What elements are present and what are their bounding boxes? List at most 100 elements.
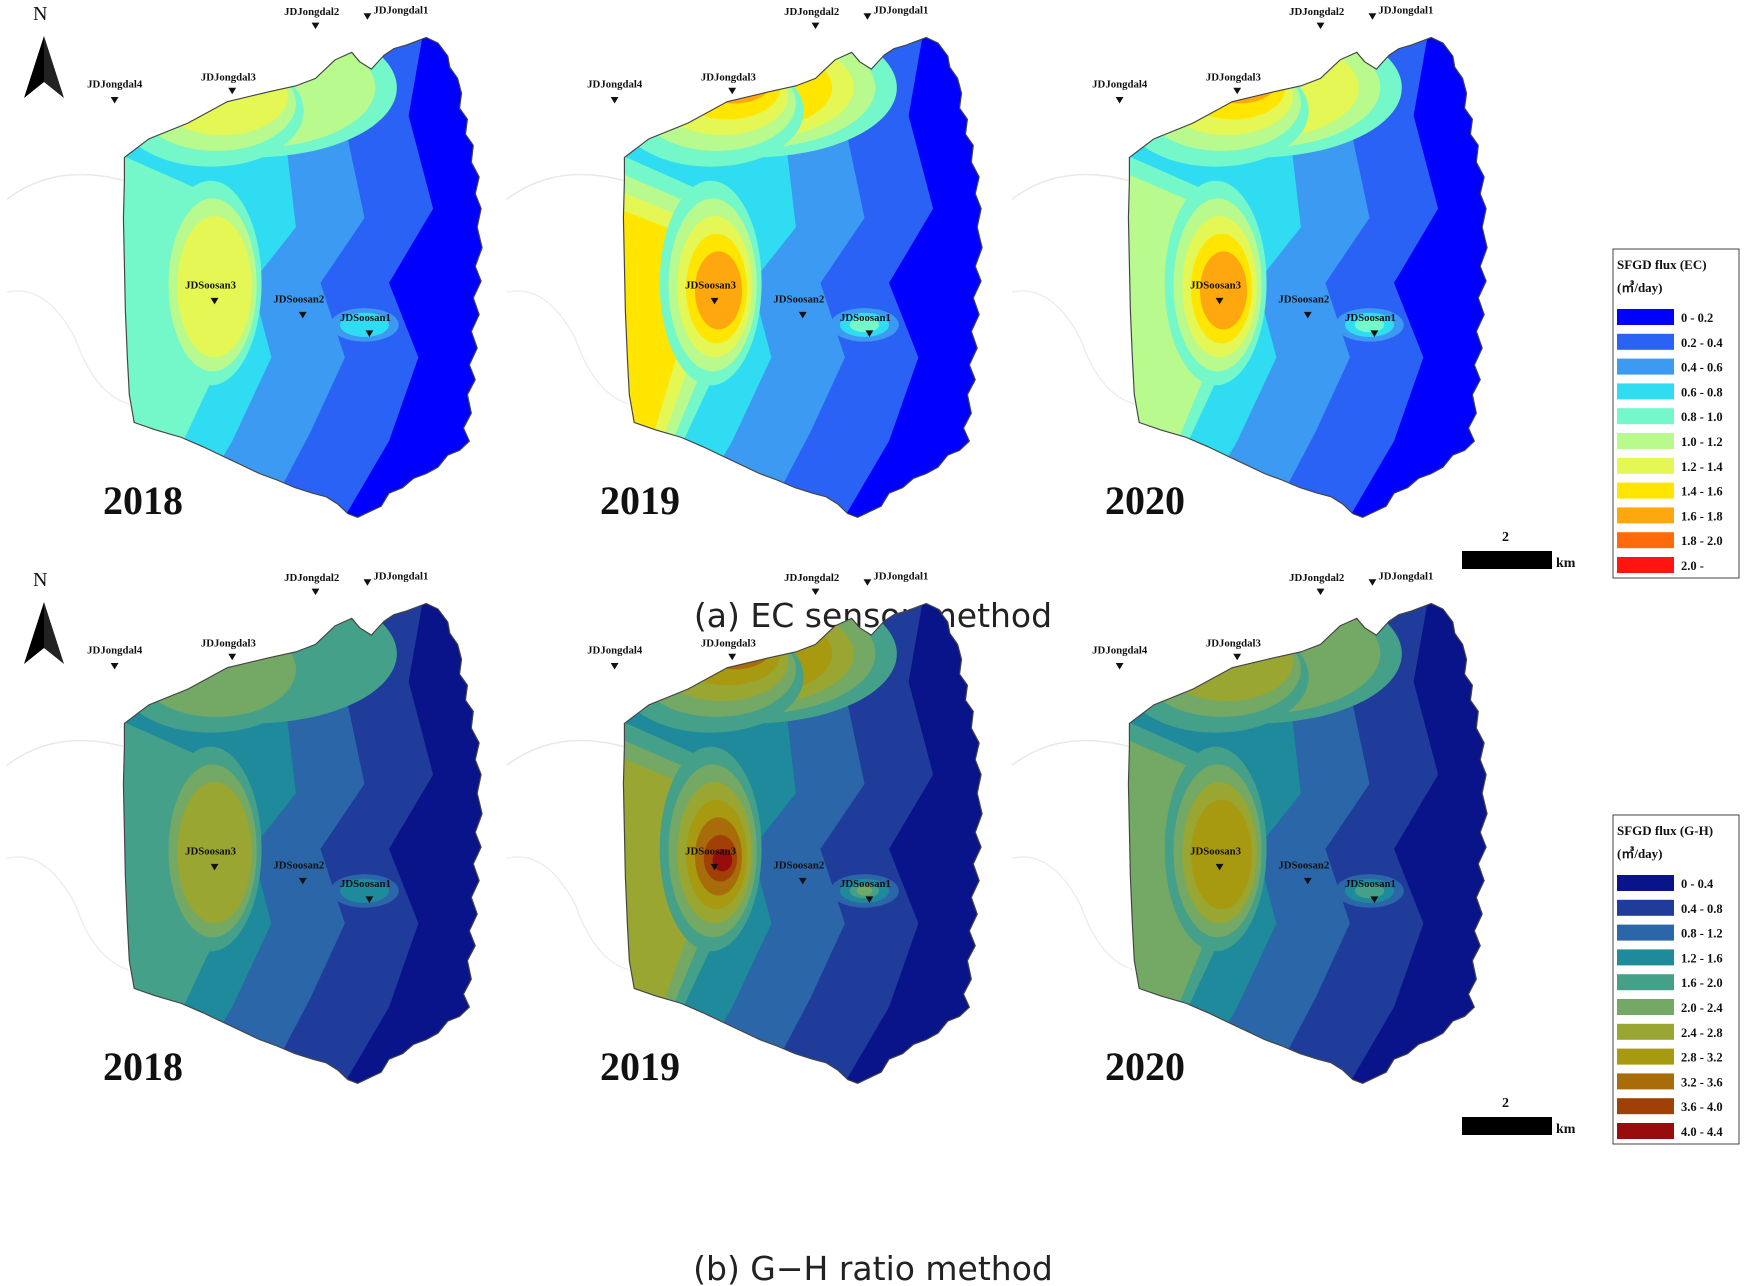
station-marker-icon (811, 22, 820, 30)
coast-line (6, 290, 130, 405)
station-label: JDJongdal3 (1206, 72, 1261, 83)
station-marker-icon (710, 297, 719, 305)
legend-title: SFGD flux (EC) (1617, 257, 1707, 272)
contour-band (1191, 799, 1252, 910)
north-arrow-label: N (33, 569, 47, 591)
legend-unit: (㎥/day) (1617, 846, 1663, 861)
station-label: JDJongdal3 (201, 638, 256, 649)
station-label: JDSoosan2 (773, 861, 824, 872)
legend-item-label: 1.6 - 2.0 (1681, 976, 1723, 990)
station-label: JDJongdal3 (701, 638, 756, 649)
island-outline (122, 36, 483, 518)
island-outline (1127, 36, 1488, 518)
station-marker-icon (210, 863, 219, 871)
legend-swatch (1617, 358, 1674, 375)
scale-bar: 2 km (1462, 530, 1576, 571)
legend-item-label: 2.8 - 3.2 (1681, 1051, 1723, 1065)
legend-item-label: 0.6 - 0.8 (1681, 385, 1723, 399)
station-marker-icon (863, 13, 872, 20)
legend-item-label: 0.4 - 0.8 (1681, 902, 1723, 916)
station-label: JDJongdal4 (587, 80, 643, 91)
legend-swatch (1617, 1098, 1674, 1115)
station-label: JDJongdal4 (1092, 646, 1148, 657)
legend-title: SFGD flux (G-H) (1617, 823, 1713, 838)
legend-item-label: 2.4 - 2.8 (1681, 1026, 1723, 1040)
legend-swatch (1617, 1048, 1674, 1065)
station-marker-icon (1303, 311, 1312, 319)
station-marker-icon (363, 13, 372, 20)
station-label: JDSoosan1 (1345, 313, 1396, 324)
coast-line (506, 856, 630, 971)
legend-swatch (1617, 333, 1674, 350)
coast-line (6, 173, 125, 200)
contour-band (712, 849, 733, 872)
station-label: JDSoosan2 (1278, 861, 1329, 872)
island-outline (1127, 602, 1488, 1084)
station-label: JDJongdal1 (1378, 572, 1433, 583)
station-label: JDJongdal2 (784, 7, 839, 18)
legend-item-label: 0.4 - 0.6 (1681, 361, 1723, 375)
scale-bar-block (1462, 551, 1552, 569)
coast-line (1011, 856, 1135, 971)
station-marker-icon (1368, 13, 1377, 20)
station-marker-icon (610, 663, 619, 670)
legend-item-label: 1.0 - 1.2 (1681, 435, 1723, 449)
legend-item-label: 1.6 - 1.8 (1681, 509, 1723, 523)
legend-b: SFGD flux (G-H) (㎥/day) 0 - 0.4 0.4 - 0.8 0.… (1612, 814, 1740, 1145)
station-label: JDSoosan3 (685, 847, 736, 858)
station-label: JDSoosan1 (340, 313, 391, 324)
station-marker-icon (811, 588, 820, 596)
contour-fill (623, 603, 983, 1084)
station-label: JDSoosan3 (1190, 281, 1241, 292)
year-label: 2018 (103, 478, 183, 523)
station-marker-icon (798, 877, 807, 885)
contour-band (177, 216, 252, 358)
coast-line (506, 173, 625, 200)
station-label: JDJongdal4 (587, 646, 643, 657)
legend-item-label: 0 - 0.2 (1681, 311, 1713, 325)
station-marker-icon (110, 663, 119, 670)
legend-swatch (1617, 924, 1674, 941)
legend-item-label: 2.0 - 2.4 (1681, 1001, 1723, 1015)
station-label: JDJongdal4 (1092, 80, 1148, 91)
station-label: JDSoosan1 (1345, 879, 1396, 890)
contour-band (1161, 623, 1294, 702)
station-label: JDSoosan2 (273, 861, 324, 872)
panel-caption: (a) EC sensor method (694, 596, 1052, 635)
station-label: JDJongdal2 (284, 7, 339, 18)
map-a-2019: JDJongdal1 JDJongdal2 JDJongdal3 JDJongdal4… (506, 6, 983, 518)
station-marker-icon (1215, 297, 1224, 305)
station-marker-icon (311, 588, 320, 596)
coast-line (506, 739, 625, 766)
year-label: 2019 (600, 478, 680, 523)
coast-line (1011, 173, 1130, 200)
legend-swatch (1617, 875, 1674, 891)
legend-item-label: 1.2 - 1.6 (1681, 951, 1723, 965)
legend-swatch (1617, 383, 1674, 400)
panel-caption: (b) G−H ratio method (693, 1249, 1053, 1286)
north-arrow-half (44, 602, 64, 664)
contour-band (694, 251, 742, 330)
map-b-2018: JDJongdal1 JDJongdal2 JDJongdal3 JDJongdal4… (6, 572, 483, 1084)
station-marker-icon (1115, 663, 1124, 670)
coast-line (1011, 739, 1130, 766)
contour-band (676, 57, 781, 120)
station-label: JDJongdal4 (87, 80, 143, 91)
map-b-2020: JDJongdal1 JDJongdal2 JDJongdal3 JDJongdal4… (1011, 572, 1488, 1084)
station-label: JDJongdal2 (1289, 7, 1344, 18)
station-marker-icon (1233, 87, 1242, 95)
station-label: JDSoosan3 (685, 281, 736, 292)
north-arrow-half (24, 602, 44, 664)
legend-swatch (1617, 309, 1674, 325)
station-marker-icon (610, 97, 619, 104)
station-label: JDJongdal3 (1206, 638, 1261, 649)
legend-item-label: 0.2 - 0.4 (1681, 336, 1723, 350)
legend-item-label: 0.8 - 1.0 (1681, 410, 1723, 424)
contour-band (1181, 57, 1286, 120)
station-label: JDSoosan3 (185, 847, 236, 858)
station-marker-icon (363, 579, 372, 586)
contour-band (1199, 251, 1247, 330)
station-label: JDJongdal4 (87, 646, 143, 657)
station-marker-icon (1233, 653, 1242, 661)
contour-band (340, 878, 389, 903)
